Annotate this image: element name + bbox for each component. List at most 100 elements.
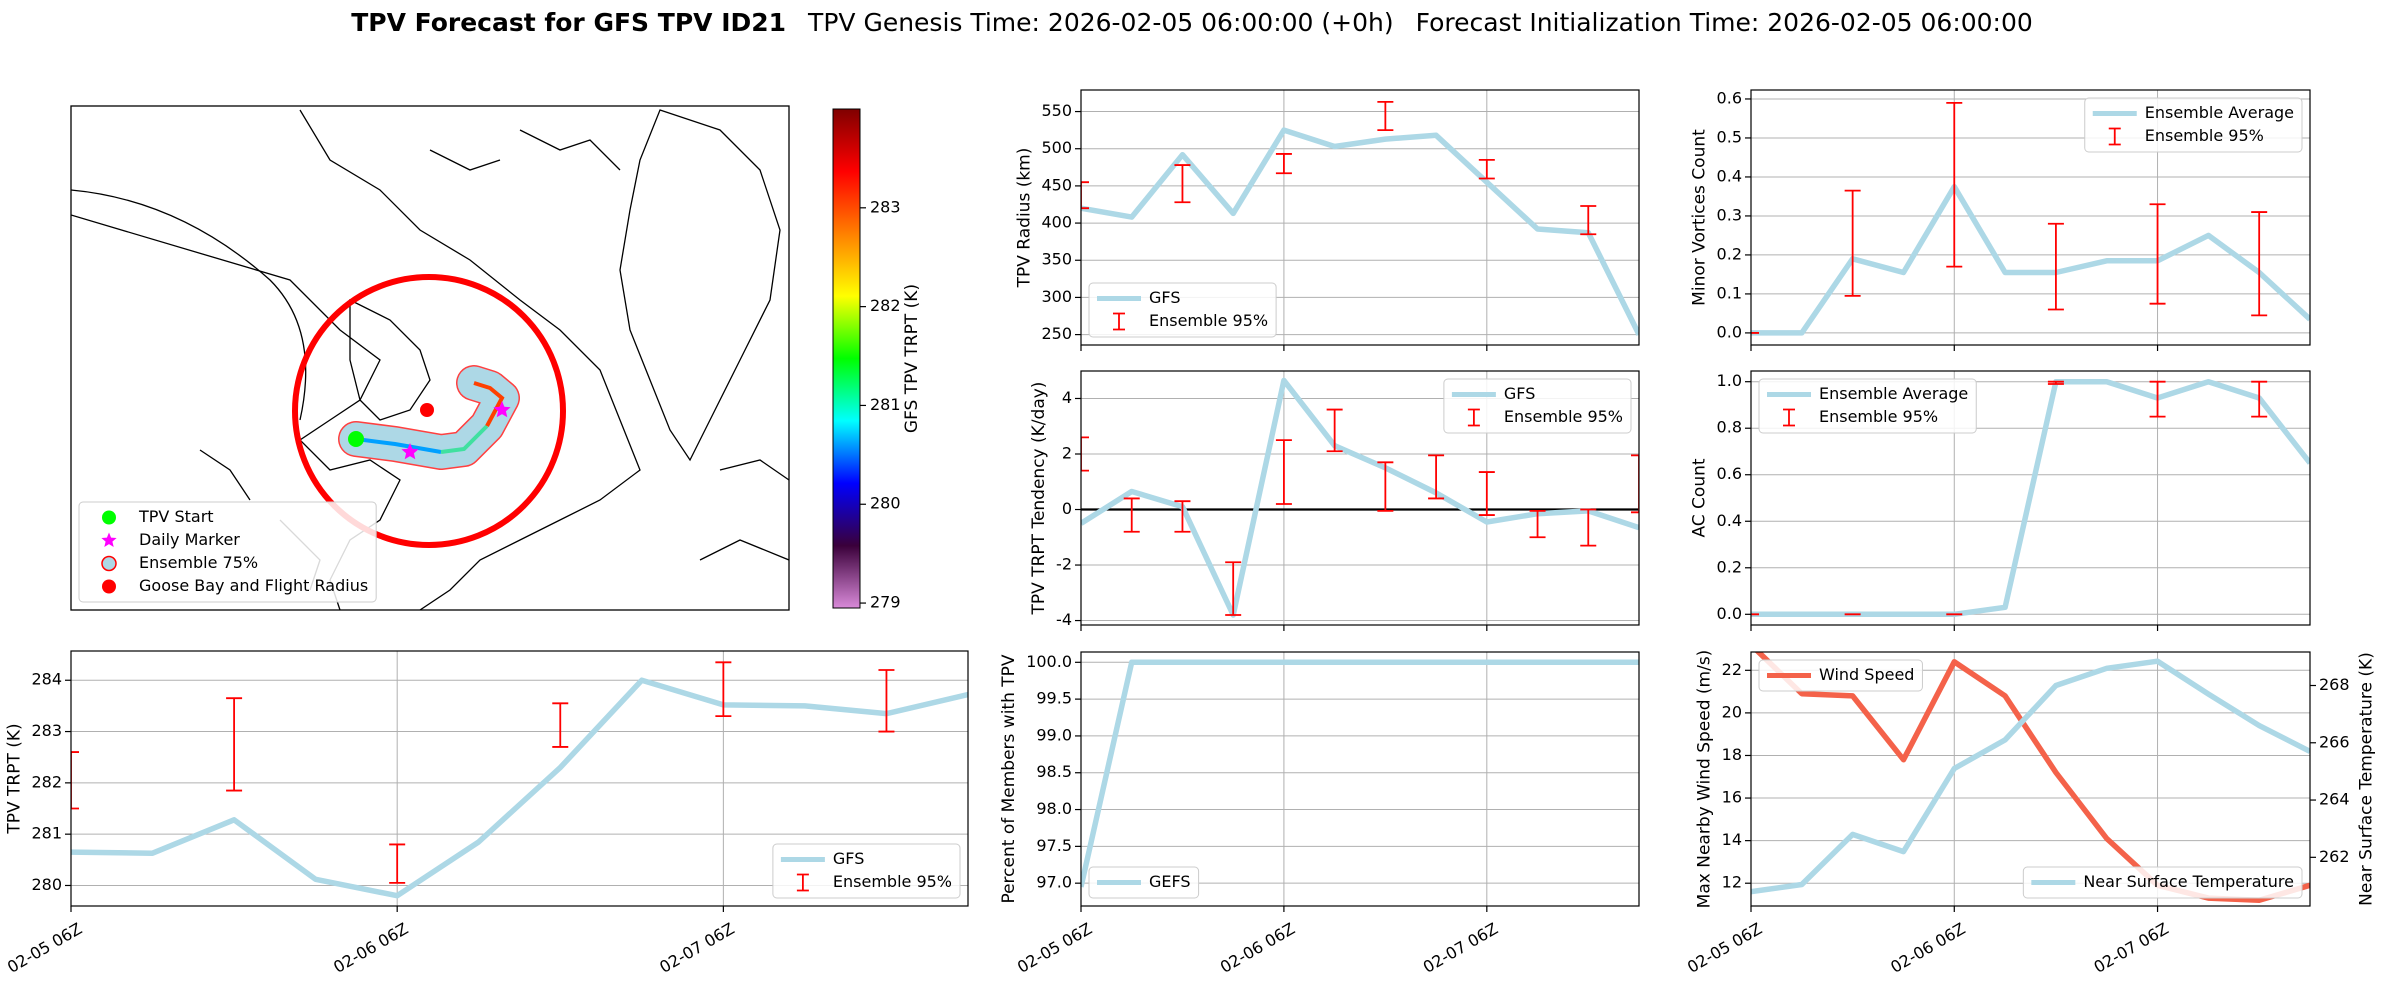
- error-bar: [1275, 153, 1292, 175]
- y-tick-label: 0.6: [1717, 464, 1742, 483]
- y-tick-label: 16: [1722, 788, 1742, 807]
- map-frame: [70, 105, 790, 611]
- y-tick-label: 0.6: [1717, 88, 1742, 107]
- coastline: [71, 214, 401, 610]
- y-tick-label: 97.0: [1036, 873, 1072, 892]
- y-tick-label: 4: [1062, 388, 1072, 407]
- axes-frame: [1080, 651, 1640, 907]
- daily-marker: [401, 443, 419, 460]
- x-tick-label: 02-05 06Z: [4, 919, 85, 977]
- title-genesis: TPV Genesis Time: 2026-02-05 06:00:00 (+…: [807, 8, 1394, 37]
- title-init: Forecast Initialization Time: 2026-02-05…: [1416, 8, 2033, 37]
- y-tick-label: 0.8: [1717, 418, 1742, 437]
- error-bar: [715, 661, 732, 718]
- y-axis-label: Percent of Members with TPV: [999, 654, 1019, 903]
- error-bar: [2149, 203, 2166, 305]
- error-bar: [1478, 158, 1495, 180]
- legend-label: Wind Speed: [1819, 665, 1914, 684]
- legend-box: [1088, 866, 1200, 899]
- legend-label: Ensemble 95%: [1819, 407, 1938, 426]
- y2-tick-label: 262: [2319, 847, 2350, 866]
- y-tick-label: 350: [1041, 250, 1072, 269]
- y-tick-label: 0.4: [1717, 511, 1742, 530]
- y-axis-label: Minor Vortices Count: [1690, 129, 1710, 306]
- y-tick-label: 12: [1722, 873, 1742, 892]
- error-bar: [1326, 408, 1343, 453]
- legend-swatch: [796, 873, 809, 892]
- legend-marker: [102, 510, 116, 525]
- error-bar: [1946, 101, 1963, 268]
- y-tick-label: 98.5: [1036, 762, 1072, 781]
- y-tick-label: 0.3: [1717, 205, 1742, 224]
- y-tick-label: 1.0: [1717, 371, 1742, 390]
- error-bar: [1580, 205, 1597, 236]
- legend-label: Goose Bay and Flight Radius: [139, 576, 368, 595]
- y-tick-label: 100.0: [1026, 652, 1072, 671]
- x-tick-label: 02-06 06Z: [1887, 919, 1968, 977]
- y-tick-label: 99.0: [1036, 725, 1072, 744]
- axes-background: [1081, 652, 1639, 906]
- coastline: [299, 109, 641, 610]
- legend: Ensemble Average Ensemble 95%: [1758, 378, 1977, 434]
- legend-label: Ensemble 95%: [833, 872, 952, 891]
- legend-swatch: [1113, 312, 1125, 331]
- legend: Near Surface Temperature: [2022, 866, 2303, 899]
- y-tick-label: 0.2: [1717, 244, 1742, 263]
- legend: Wind Speed: [1758, 659, 1923, 692]
- legend-box: [78, 501, 377, 603]
- legend-box: [2022, 866, 2303, 899]
- figure-title: TPV Forecast for GFS TPV ID21 TPV Genesis…: [351, 8, 2033, 37]
- x-tick-label: 02-05 06Z: [1014, 919, 1095, 977]
- daily-marker: [493, 401, 511, 418]
- series-line: [1081, 377, 1639, 618]
- colorbar-tick-label: 282: [870, 296, 901, 315]
- axes-frame: [1080, 89, 1640, 346]
- y-axis-label: TPV TRPT (K): [4, 723, 24, 834]
- legend-label: Near Surface Temperature: [2083, 872, 2294, 891]
- error-bar: [2047, 380, 2064, 385]
- legend-swatch: [2108, 127, 2121, 146]
- error-bar: [552, 702, 569, 748]
- y-tick-label: 0.0: [1717, 322, 1742, 341]
- error-bar: [1081, 436, 1089, 472]
- legend-label: GEFS: [1149, 872, 1191, 891]
- y-tick-label: 300: [1041, 287, 1072, 306]
- error-bar: [1377, 100, 1394, 132]
- legend-box: [1758, 659, 1923, 692]
- series-line: [1751, 378, 2310, 618]
- y-tick-label: 99.5: [1036, 689, 1072, 708]
- legend-swatch: [1467, 408, 1480, 427]
- flight-radius: [292, 274, 566, 548]
- x-tick-label: 02-06 06Z: [1217, 919, 1298, 977]
- y-axis-label: AC Count: [1690, 458, 1710, 537]
- boundary: [71, 189, 307, 421]
- y-tick-label: 281: [31, 824, 62, 843]
- error-bar: [1225, 561, 1242, 616]
- y-tick-label: 2: [1062, 444, 1072, 463]
- legend: GFS Ensemble 95%: [1088, 282, 1277, 338]
- x-tick-label: 02-07 06Z: [2090, 919, 2171, 977]
- y-tick-label: 250: [1041, 324, 1072, 343]
- error-bar: [1529, 510, 1546, 539]
- legend-marker: [101, 532, 117, 547]
- y2-axis-label: Near Surface Temperature (K): [2357, 652, 2377, 906]
- error-bar: [1174, 164, 1191, 204]
- y-tick-label: 22: [1722, 660, 1742, 679]
- y-axis-label: TPV Radius (km): [1014, 148, 1034, 289]
- legend: TPV Start Daily Marker Ensemble 75% Goose B…: [78, 501, 377, 603]
- y-tick-label: -2: [1056, 555, 1072, 574]
- coastline: [349, 298, 431, 421]
- track: [440, 424, 489, 454]
- y-axis-label: TPV TRPT Tendency (K/day): [1029, 382, 1049, 616]
- colorbar-tick-label: 281: [870, 395, 901, 414]
- x-tick-label: 02-07 06Z: [1420, 919, 1501, 977]
- error-bar: [389, 843, 406, 884]
- y-tick-label: 0.4: [1717, 166, 1742, 185]
- legend: GFS Ensemble 95%: [772, 843, 961, 899]
- x-tick-label: 02-06 06Z: [330, 919, 411, 977]
- y-tick-label: 0.5: [1717, 127, 1742, 146]
- y-tick-label: 18: [1722, 745, 1742, 764]
- y-tick-label: 97.5: [1036, 836, 1072, 855]
- y-tick-label: 98.0: [1036, 799, 1072, 818]
- legend-label: Ensemble Average: [1819, 384, 1968, 403]
